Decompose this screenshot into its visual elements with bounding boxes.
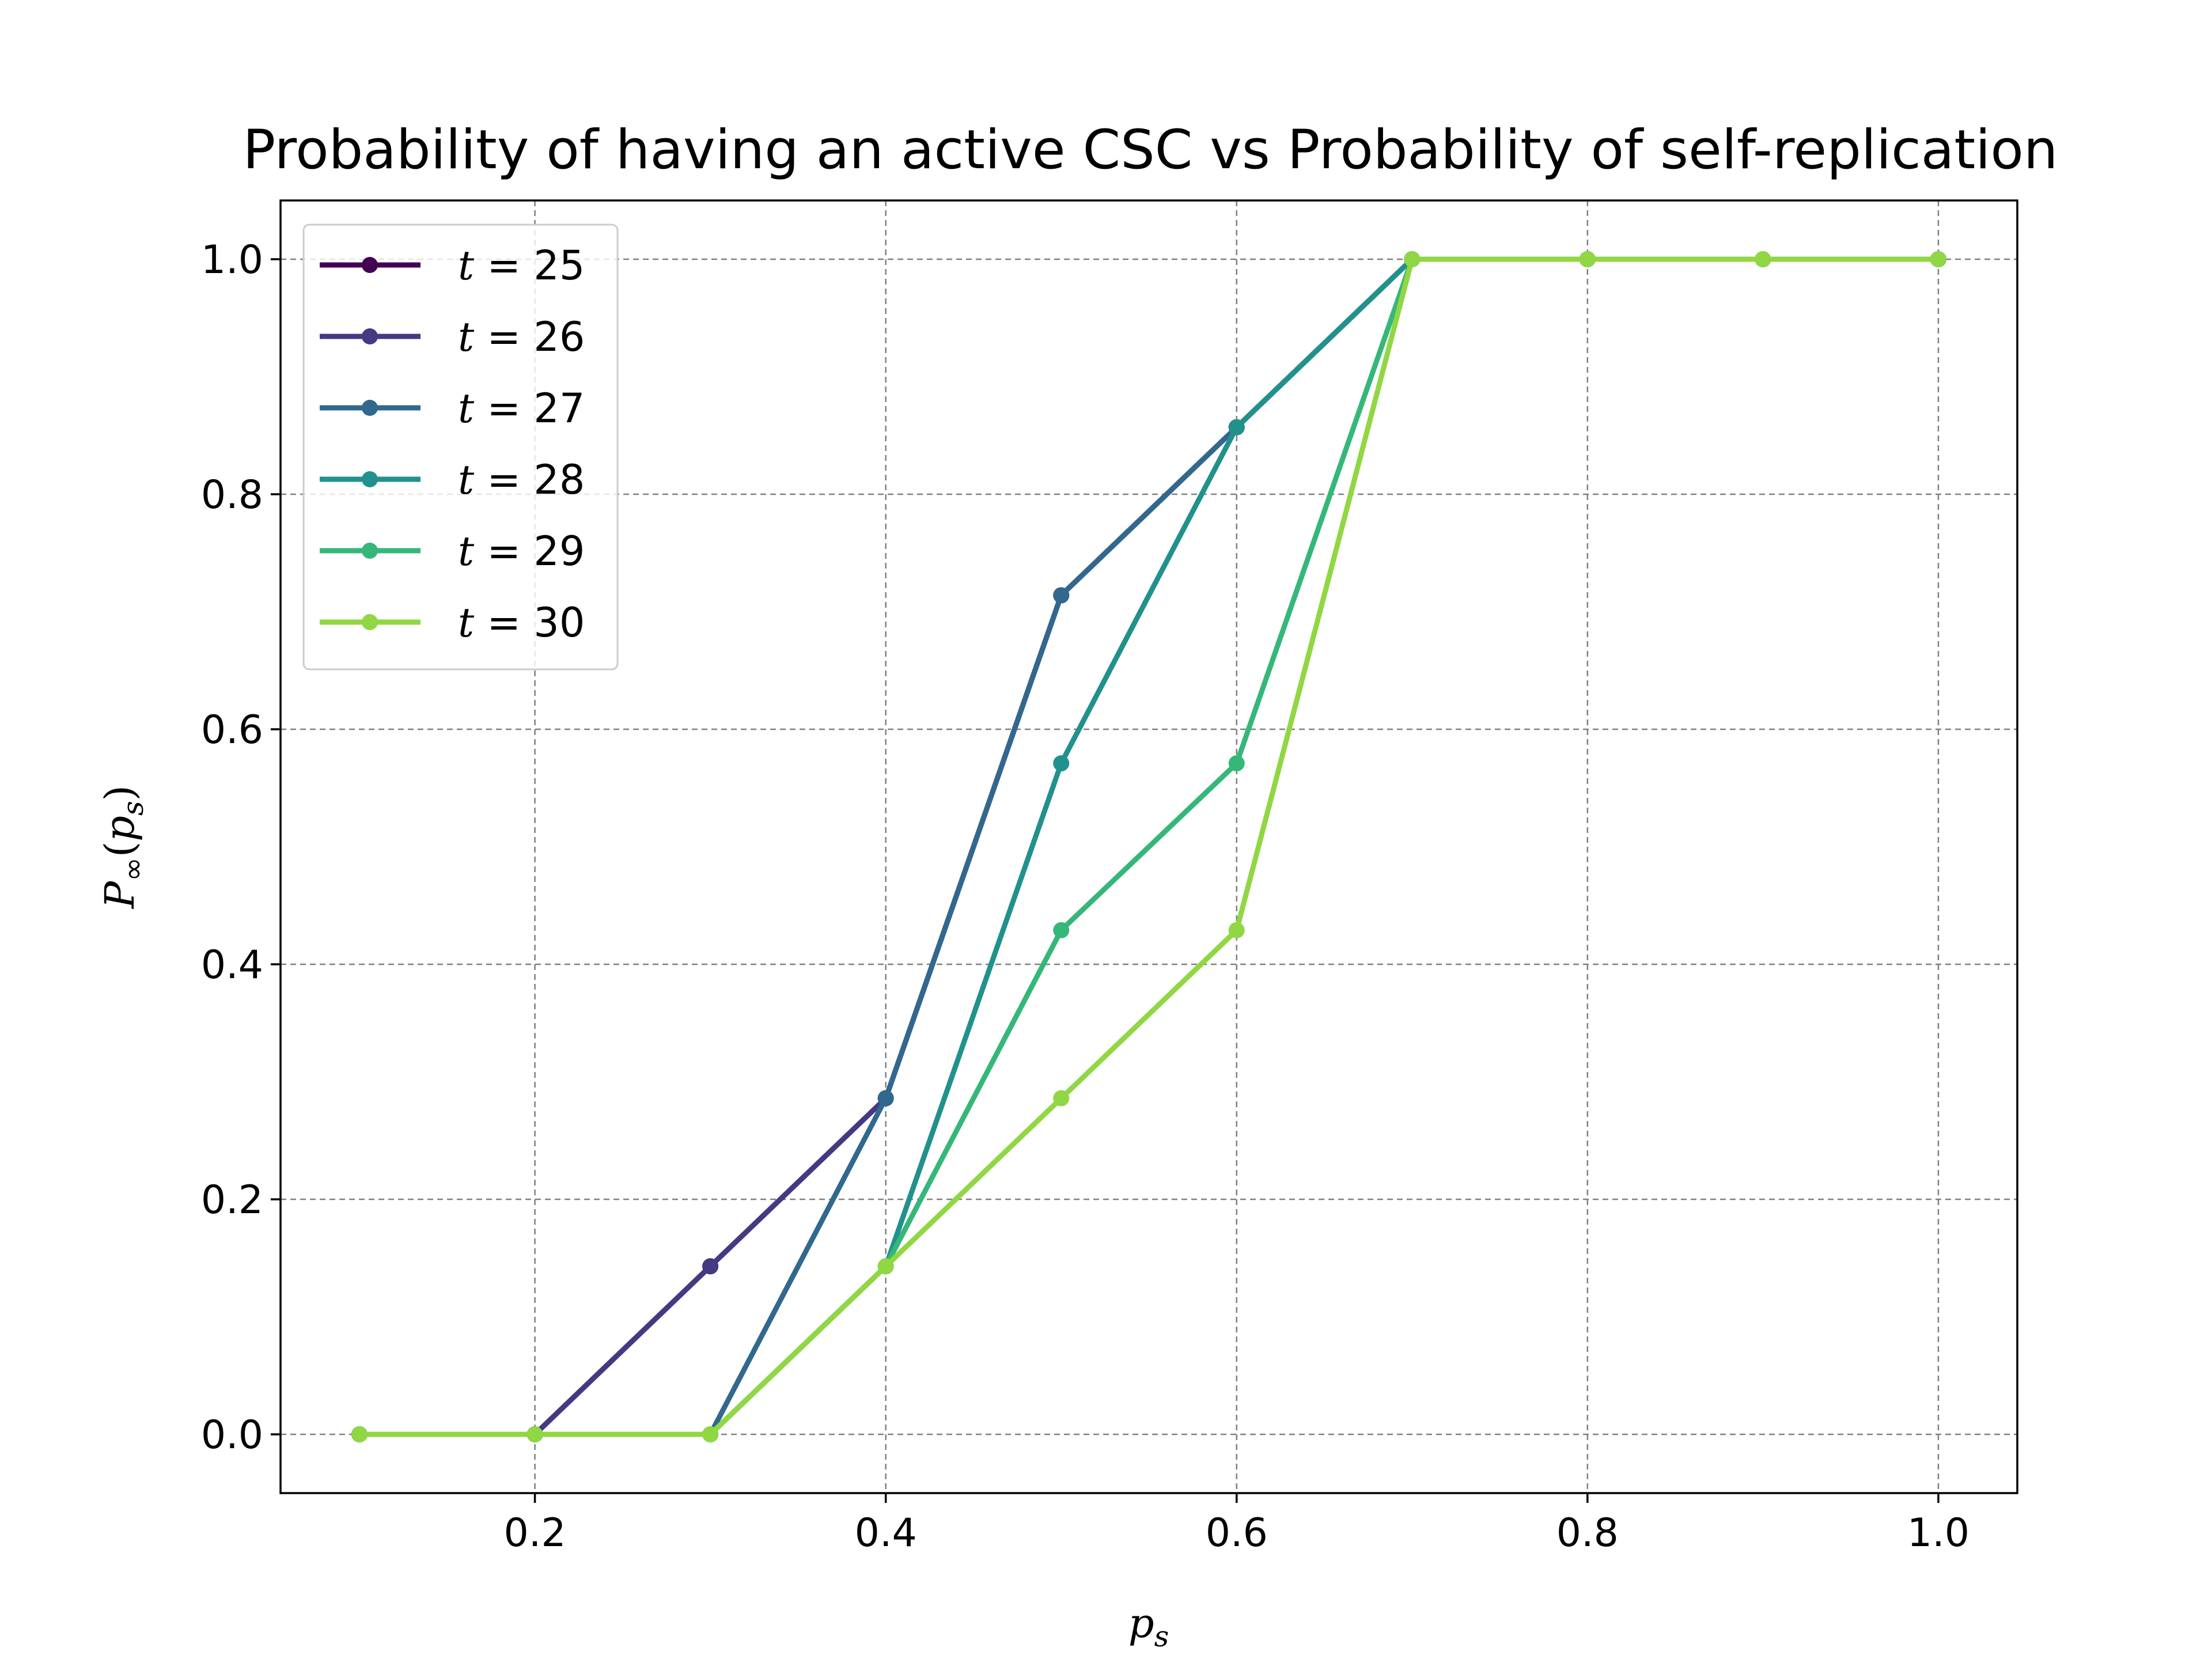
legend-label-var: t [458,313,475,361]
legend-label: t = 27 [458,385,585,432]
data-point [1228,922,1245,938]
y-axis-label: P∞(ps) [96,785,150,910]
y-axis-label-sub: s [116,801,150,816]
legend-label-var: t [458,385,475,432]
legend-label-var: t [458,599,475,646]
legend-label-value: = 25 [474,242,585,289]
legend-label-var: t [458,456,475,503]
legend-label-value: = 27 [474,385,585,432]
x-tick-label: 0.6 [1206,1510,1268,1556]
series-layer [351,251,1946,1442]
legend-entry: t = 25 [320,242,585,289]
legend-swatch-marker [362,400,378,416]
data-point [351,1426,368,1442]
legend-swatch-marker [362,543,378,559]
legend-label: t = 30 [458,599,585,646]
y-axis-label-main: P [96,880,143,910]
y-tick-label: 0.2 [201,1177,263,1223]
legend-label-var: t [458,528,475,575]
chart-title: Probability of having an active CSC vs P… [243,119,2058,181]
y-tick-label: 1.0 [201,237,263,283]
legend-label: t = 29 [458,528,585,575]
x-tick-label: 0.8 [1556,1510,1619,1556]
y-tick-label: 0.8 [201,472,263,518]
data-point [527,1426,543,1442]
legend-entry: t = 28 [320,456,585,503]
x-axis-label-sub: s [1154,1620,1169,1653]
data-point [877,1090,894,1107]
x-tick-label: 1.0 [1907,1510,1969,1556]
legend-swatch-marker [362,471,378,487]
data-point [1404,251,1421,267]
legend-swatch-marker [362,614,378,630]
data-point [1228,419,1245,435]
y-axis-label-open: ( [96,842,143,857]
tick-layer: 0.2 0.4 0.6 0.8 1.0 0.0 0.2 0.4 0.6 0.8 1.0 [201,237,1969,1556]
legend-entry: t = 29 [320,528,585,575]
legend-label: t = 28 [458,456,585,503]
data-point [1579,251,1596,267]
legend-label-value: = 30 [474,599,585,646]
data-point [1053,755,1070,772]
legend-entry: t = 27 [320,385,585,432]
x-tick-label: 0.4 [855,1510,917,1556]
series-line [357,256,1941,1437]
legend-swatch-marker [362,257,378,273]
x-tick-label: 0.2 [504,1510,566,1556]
x-axis-label: ps [1128,1600,1169,1653]
data-point [702,1426,719,1442]
legend-swatch-marker [362,328,378,344]
legend-entry: t = 30 [320,599,585,646]
legend-entry: t = 26 [320,313,585,361]
legend-label-value: = 29 [474,528,585,575]
data-point [1053,922,1070,938]
legend-entries: t = 25t = 26t = 27t = 28t = 29t = 30 [320,242,585,646]
legend-label: t = 26 [458,313,585,361]
legend-label-value: = 26 [474,313,585,361]
data-point [1053,1090,1070,1107]
legend-label: t = 25 [458,242,585,289]
y-axis-label-p: p [96,816,143,842]
y-tick-label: 0.4 [201,942,263,988]
y-axis-label-close: ) [96,785,143,801]
data-point [702,1258,719,1275]
series-30 [351,251,1946,1442]
plot-frame [279,199,2018,1494]
y-tick-label: 0.6 [201,707,263,753]
data-point [1228,755,1245,772]
legend: t = 25t = 26t = 27t = 28t = 29t = 30 [302,224,619,671]
data-point [1930,251,1946,267]
y-tick-label: 0.0 [201,1412,263,1458]
legend-label-var: t [458,242,475,289]
x-axis-label-main: p [1128,1600,1154,1647]
legend-label-value: = 28 [474,456,585,503]
data-point [1053,587,1070,604]
y-axis-label-inf: ∞ [116,857,150,881]
data-point [877,1258,894,1275]
data-point [1755,251,1771,267]
